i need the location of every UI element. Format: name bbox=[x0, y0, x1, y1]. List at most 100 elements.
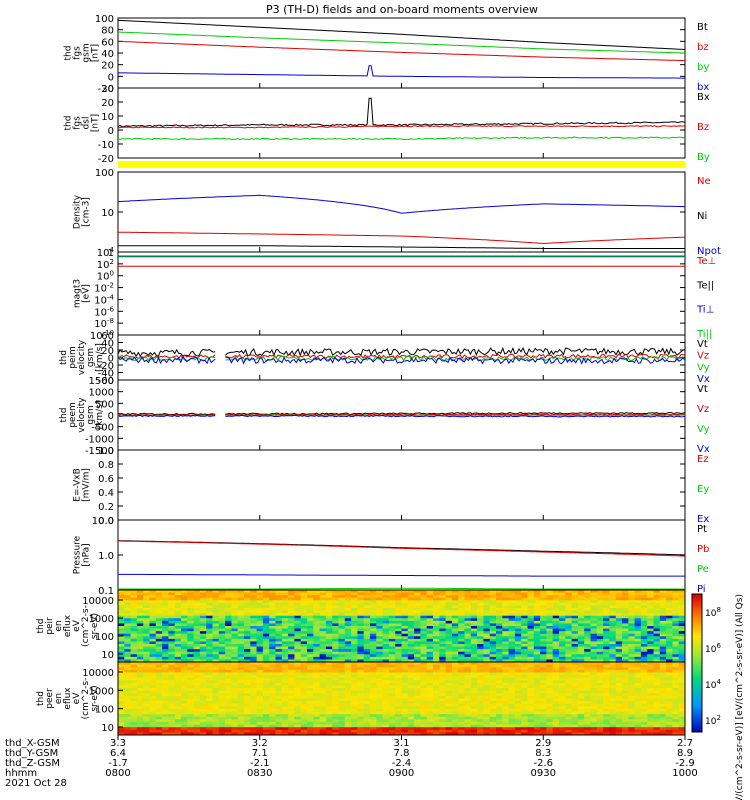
heatmap-cell bbox=[653, 628, 661, 632]
heatmap-cell bbox=[357, 628, 365, 632]
heatmap-cell bbox=[174, 667, 182, 671]
heatmap-cell bbox=[332, 698, 339, 702]
heatmap-cell bbox=[672, 608, 680, 611]
heatmap-cell bbox=[647, 605, 654, 609]
heatmap-cell bbox=[414, 708, 421, 712]
heatmap-cell bbox=[659, 716, 667, 720]
heatmap-cell bbox=[527, 675, 535, 679]
heatmap-cell bbox=[319, 618, 327, 622]
heatmap-cell bbox=[187, 714, 194, 718]
heatmap-cell bbox=[508, 628, 516, 632]
heatmap-cell bbox=[181, 636, 188, 640]
heatmap-cell bbox=[609, 646, 617, 650]
heatmap-cell bbox=[281, 592, 289, 596]
series-by bbox=[117, 136, 686, 141]
heatmap-cell bbox=[300, 724, 308, 728]
heatmap-cell bbox=[218, 654, 226, 658]
heatmap-cell bbox=[571, 595, 579, 599]
panel-frame bbox=[117, 171, 686, 253]
heatmap-cell bbox=[357, 638, 365, 642]
heatmap-cell bbox=[596, 626, 604, 629]
heatmap-cell bbox=[470, 708, 478, 712]
y-tick-label: 60 bbox=[101, 331, 114, 342]
heatmap-cell bbox=[351, 600, 358, 604]
heatmap-cell bbox=[596, 716, 604, 720]
heatmap-cell bbox=[193, 610, 201, 614]
heatmap-cell bbox=[672, 680, 680, 684]
heatmap-cell bbox=[344, 610, 352, 614]
heatmap-cell bbox=[647, 602, 654, 606]
heatmap-cell bbox=[124, 610, 131, 614]
heatmap-cell bbox=[388, 631, 396, 635]
heatmap-cell bbox=[647, 693, 654, 697]
heatmap-cell bbox=[596, 701, 604, 705]
heatmap-cell bbox=[382, 602, 390, 606]
heatmap-cell bbox=[332, 620, 339, 624]
heatmap-cell bbox=[294, 641, 302, 645]
heatmap-cell bbox=[508, 597, 516, 601]
heatmap-cell bbox=[149, 724, 157, 728]
heatmap-cell bbox=[489, 695, 497, 699]
heatmap-cell bbox=[363, 602, 371, 606]
heatmap-cell bbox=[640, 667, 648, 671]
heatmap-cell bbox=[344, 682, 352, 686]
heatmap-cell bbox=[187, 651, 194, 655]
heatmap-cell bbox=[628, 613, 635, 617]
heatmap-cell bbox=[256, 667, 264, 671]
heatmap-cell bbox=[451, 680, 459, 684]
heatmap-cell bbox=[218, 664, 226, 668]
heatmap-cell bbox=[483, 662, 491, 666]
heatmap-cell bbox=[533, 620, 541, 624]
heatmap-cell bbox=[244, 626, 251, 629]
heatmap-cell bbox=[445, 714, 453, 718]
heatmap-cell bbox=[162, 610, 169, 614]
heatmap-cell bbox=[174, 592, 182, 596]
heatmap-cell bbox=[678, 680, 686, 684]
heatmap-cell bbox=[540, 646, 547, 650]
heatmap-cell bbox=[622, 688, 629, 692]
heatmap-cell bbox=[155, 716, 163, 720]
heatmap-cell bbox=[237, 649, 245, 653]
heatmap-cell bbox=[199, 675, 207, 679]
heatmap-cell bbox=[155, 656, 163, 660]
heatmap-cell bbox=[344, 628, 352, 632]
heatmap-cell bbox=[647, 664, 654, 668]
heatmap-cell bbox=[275, 698, 283, 702]
heatmap-cell bbox=[212, 719, 220, 723]
heatmap-cell bbox=[256, 646, 264, 650]
heatmap-cell bbox=[174, 631, 182, 635]
heatmap-cell bbox=[596, 602, 604, 606]
heatmap-cell bbox=[433, 690, 440, 694]
heatmap-cell bbox=[489, 690, 497, 694]
heatmap-cell bbox=[382, 682, 390, 686]
heatmap-cell bbox=[307, 669, 314, 673]
heatmap-cell bbox=[294, 618, 302, 622]
heatmap-cell bbox=[288, 701, 295, 705]
heatmap-cell bbox=[325, 597, 333, 601]
heatmap-cell bbox=[149, 623, 157, 627]
heatmap-cell bbox=[357, 685, 365, 689]
heatmap-cell bbox=[162, 620, 169, 624]
heatmap-cell bbox=[288, 654, 295, 658]
heatmap-cell bbox=[181, 672, 188, 676]
heatmap-cell bbox=[370, 672, 377, 676]
heatmap-cell bbox=[540, 688, 547, 692]
heatmap-cell bbox=[445, 626, 453, 629]
heatmap-cell bbox=[174, 602, 182, 606]
heatmap-cell bbox=[168, 672, 176, 676]
heatmap-cell bbox=[653, 682, 661, 686]
heatmap-cell bbox=[357, 608, 365, 611]
heatmap-cell bbox=[451, 592, 459, 596]
heatmap-cell bbox=[244, 690, 251, 694]
heatmap-cell bbox=[275, 721, 283, 725]
heatmap-cell bbox=[458, 656, 465, 660]
heatmap-cell bbox=[149, 615, 157, 619]
heatmap-cell bbox=[445, 646, 453, 650]
heatmap-cell bbox=[206, 708, 213, 712]
heatmap-cell bbox=[237, 656, 245, 660]
heatmap-cell bbox=[640, 623, 648, 627]
heatmap-cell bbox=[672, 605, 680, 609]
heatmap-cell bbox=[319, 597, 327, 601]
heatmap-cell bbox=[376, 669, 383, 673]
